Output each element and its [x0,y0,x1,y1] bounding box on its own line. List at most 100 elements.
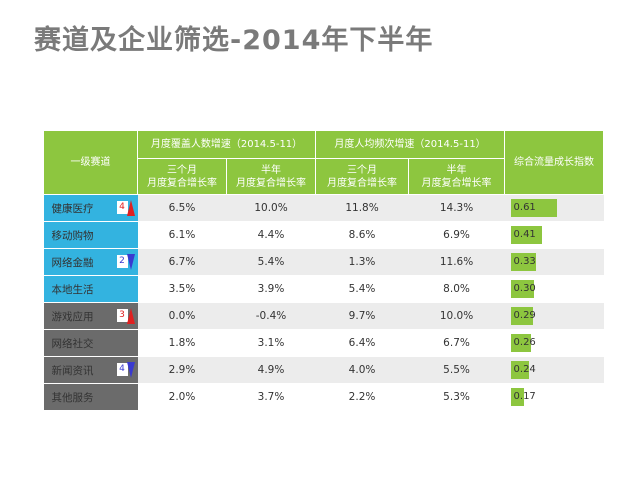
index-value: 0.61 [513,202,536,213]
sector-name-cell: 移动购物 [43,221,138,249]
index-value: 0.41 [513,229,536,240]
value-cell-f1: 1.3% [315,248,409,276]
index-bar: 0.17 [510,388,536,406]
index-bar: 0.61 [510,199,557,217]
value-cell-f1: 9.7% [315,302,409,330]
value-cell-c1: 3.5% [137,275,227,303]
header-frequency-3m: 三个月 月度复合增长率 [315,158,410,195]
index-value: 0.33 [513,256,536,267]
sector-name: 本地生活 [51,283,94,296]
value-cell-c2: 3.7% [226,383,316,411]
index-bar: 0.24 [510,361,536,379]
value-cell-c1: 2.0% [137,383,227,411]
index-bar-fill [510,388,524,406]
index-value: 0.30 [513,283,536,294]
sector-name: 网络金融 [51,256,94,269]
value-cell-c2: 4.9% [226,356,316,384]
header-frequency-growth: 月度人均频次增速（2014.5-11） [315,130,506,159]
index-bar: 0.33 [510,253,536,271]
sector-name: 移动购物 [51,229,94,242]
arrow-up-icon [126,200,135,216]
arrow-down-icon [126,362,135,378]
header-coverage-6m: 半年 月度复合增长率 [225,158,317,195]
value-cell-c2: 5.4% [226,248,316,276]
value-cell-f1: 11.8% [315,194,409,222]
index-bar-fill [510,199,557,217]
index-bar: 0.41 [510,226,542,244]
composite-index-cell: 0.61 [504,194,604,222]
table-row: 游戏应用 3 0.0% -0.4% 9.7% 10.0% 0.29 [43,302,604,330]
value-cell-c1: 6.7% [137,248,227,276]
value-cell-f2: 6.7% [408,329,505,357]
composite-index-cell: 0.17 [504,383,604,411]
rank-down-badge: 4 [116,361,135,379]
index-bar-fill [510,226,542,244]
value-cell-c1: 0.0% [137,302,227,330]
value-cell-c1: 1.8% [137,329,227,357]
value-cell-c2: 3.1% [226,329,316,357]
rank-number: 3 [116,309,128,322]
sector-name-cell: 本地生活 [43,275,138,303]
sector-name: 新闻资讯 [51,364,94,377]
header-composite-index: 综合流量成长指数 [504,130,605,195]
header-frequency-6m: 半年 月度复合增长率 [408,158,506,195]
table-row: 移动购物 6.1% 4.4% 8.6% 6.9% 0.41 [43,221,604,249]
value-cell-f2: 5.3% [408,383,505,411]
value-cell-f2: 5.5% [408,356,505,384]
index-bar: 0.29 [510,307,536,325]
rank-up-badge: 3 [116,307,135,325]
index-bar: 0.26 [510,334,536,352]
table-row: 新闻资讯 4 2.9% 4.9% 4.0% 5.5% 0.24 [43,356,604,384]
table-row: 其他服务 2.0% 3.7% 2.2% 5.3% 0.17 [43,383,604,411]
index-bar-fill [510,307,533,325]
composite-index-cell: 0.33 [504,248,604,276]
header-coverage-3m: 三个月 月度复合增长率 [137,158,227,195]
composite-index-cell: 0.29 [504,302,604,330]
value-cell-f1: 4.0% [315,356,409,384]
composite-index-cell: 0.30 [504,275,604,303]
table-row: 健康医疗 4 6.5% 10.0% 11.8% 14.3% 0.61 [43,194,604,222]
sector-name: 游戏应用 [51,310,94,323]
table-row: 网络金融 2 6.7% 5.4% 1.3% 11.6% 0.33 [43,248,604,276]
value-cell-c1: 6.1% [137,221,227,249]
table-row: 本地生活 3.5% 3.9% 5.4% 8.0% 0.30 [43,275,604,303]
index-value: 0.29 [513,310,536,321]
index-value: 0.26 [513,337,536,348]
value-cell-c1: 2.9% [137,356,227,384]
rank-number: 4 [116,201,128,214]
sector-name: 其他服务 [51,391,94,404]
index-bar: 0.30 [510,280,536,298]
sector-name: 网络社交 [51,337,94,350]
index-bar-fill [510,334,531,352]
value-cell-f2: 6.9% [408,221,505,249]
composite-index-cell: 0.24 [504,356,604,384]
rank-number: 2 [116,255,128,268]
header-coverage-growth: 月度覆盖人数增速（2014.5-11） [136,130,317,159]
index-bar-fill [510,253,536,271]
sector-name-cell: 网络社交 [43,329,138,357]
sector-name: 健康医疗 [51,202,94,215]
value-cell-c2: 3.9% [226,275,316,303]
value-cell-f2: 8.0% [408,275,505,303]
value-cell-f2: 11.6% [408,248,505,276]
value-cell-c2: 10.0% [226,194,316,222]
sector-name-cell: 健康医疗 4 [43,194,138,222]
index-value: 0.17 [513,391,536,402]
sector-table: 一级赛道 月度覆盖人数增速（2014.5-11） 月度人均频次增速（2014.5… [43,130,605,411]
value-cell-c1: 6.5% [137,194,227,222]
index-bar-fill [510,361,529,379]
page-title: 赛道及企业筛选-2014年下半年 [34,25,434,56]
value-cell-f2: 14.3% [408,194,505,222]
value-cell-f1: 8.6% [315,221,409,249]
sector-name-cell: 网络金融 2 [43,248,138,276]
table-body: 健康医疗 4 6.5% 10.0% 11.8% 14.3% 0.61 移动购物 6.1% 4.4%… [43,194,604,411]
value-cell-c2: -0.4% [226,302,316,330]
value-cell-f2: 10.0% [408,302,505,330]
index-value: 0.24 [513,364,536,375]
rank-up-badge: 4 [116,199,135,217]
sector-name-cell: 其他服务 [43,383,138,411]
value-cell-f1: 2.2% [315,383,409,411]
table-row: 网络社交 1.8% 3.1% 6.4% 6.7% 0.26 [43,329,604,357]
value-cell-f1: 5.4% [315,275,409,303]
index-bar-fill [510,280,534,298]
